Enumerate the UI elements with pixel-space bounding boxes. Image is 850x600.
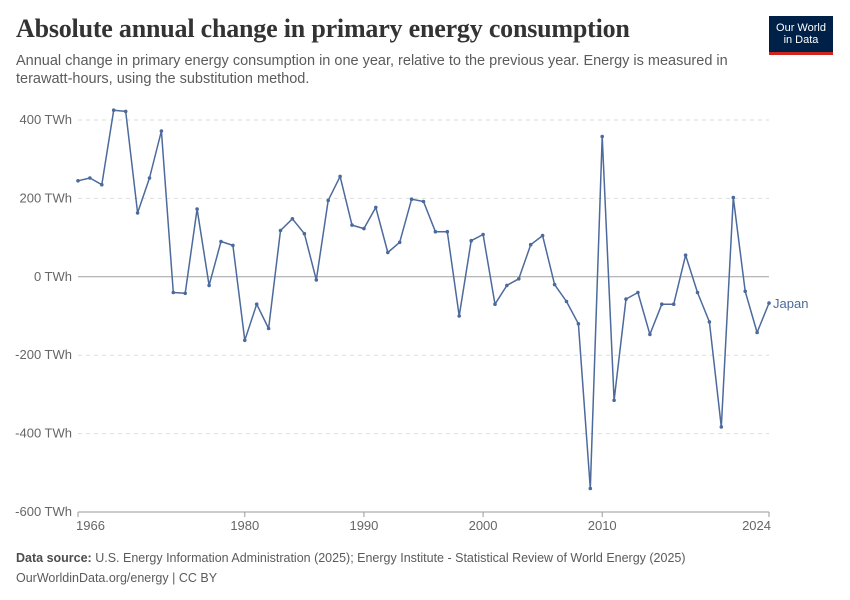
x-axis: 1966 1980 1990 2000 2010 2024 xyxy=(76,511,771,533)
y-axis-tick-labels: -600 TWh -400 TWh -200 TWh 0 TWh 200 TWh 400 … xyxy=(15,112,72,519)
data-point xyxy=(159,129,164,133)
data-point xyxy=(278,228,283,233)
data-point xyxy=(302,231,307,236)
data-point xyxy=(457,314,462,318)
y-tick-label: -600 TWh xyxy=(15,504,72,519)
data-point xyxy=(350,223,354,227)
data-point xyxy=(231,243,235,248)
owid-logo[interactable]: Our World in Data xyxy=(769,16,833,55)
data-point xyxy=(528,242,533,247)
data-point xyxy=(195,207,199,211)
data-point xyxy=(445,229,450,234)
footer-separator: | xyxy=(168,571,179,585)
data-point xyxy=(552,282,557,287)
data-point xyxy=(767,301,771,305)
data-point xyxy=(314,278,319,282)
data-point xyxy=(76,179,80,183)
data-point xyxy=(564,299,569,304)
data-point xyxy=(469,238,474,243)
data-point xyxy=(266,326,271,331)
data-point xyxy=(671,302,676,307)
data-point xyxy=(588,486,593,491)
data-point xyxy=(481,232,485,237)
data-point xyxy=(612,398,616,403)
x-tick-label: 2010 xyxy=(588,518,617,533)
data-point xyxy=(600,134,604,139)
data-point xyxy=(755,330,759,335)
y-tick-label: 0 TWh xyxy=(34,269,72,284)
data-point xyxy=(183,291,187,296)
data-point xyxy=(88,176,92,180)
data-point xyxy=(505,283,509,288)
x-tick-label: 1990 xyxy=(349,518,378,533)
data-point xyxy=(719,425,724,429)
data-point xyxy=(362,226,366,231)
data-point xyxy=(624,297,628,301)
data-point xyxy=(409,197,414,201)
series-label: Japan xyxy=(773,296,808,311)
owid-link[interactable]: OurWorldinData.org/energy xyxy=(16,571,169,585)
data-point xyxy=(683,253,688,257)
chart-footer: Data source: U.S. Energy Information Adm… xyxy=(16,548,686,588)
data-point xyxy=(135,211,140,215)
y-tick-label: 400 TWh xyxy=(19,112,72,127)
data-point xyxy=(397,240,402,245)
chart-subtitle: Annual change in primary energy consumpt… xyxy=(16,53,728,87)
data-point xyxy=(540,233,545,238)
data-point xyxy=(123,109,128,114)
x-tick-label: 1980 xyxy=(230,518,259,533)
data-point xyxy=(636,290,640,295)
x-tick-label: 2024 xyxy=(742,518,771,533)
data-point xyxy=(374,205,378,210)
data-point xyxy=(147,176,152,180)
y-tick-label: -400 TWh xyxy=(15,426,72,441)
data-point xyxy=(219,239,223,244)
data-point xyxy=(111,108,116,112)
data-point xyxy=(290,217,295,221)
data-point xyxy=(743,289,747,294)
data-point xyxy=(731,195,736,200)
data-point xyxy=(171,290,176,295)
data-source: Data source: U.S. Energy Information Adm… xyxy=(16,548,686,568)
data-point xyxy=(326,198,331,203)
data-point xyxy=(421,199,426,204)
license-link[interactable]: CC BY xyxy=(178,571,218,585)
x-tick-label: 2000 xyxy=(469,518,498,533)
data-point xyxy=(433,229,438,234)
data-point xyxy=(707,320,712,324)
data-point xyxy=(648,332,652,337)
chart-title: Absolute annual change in primary energy… xyxy=(16,14,630,43)
data-point xyxy=(517,277,521,281)
data-point xyxy=(100,182,104,187)
data-point xyxy=(338,174,342,179)
data-point xyxy=(386,250,390,255)
grid-lines xyxy=(78,119,769,513)
data-point xyxy=(660,302,664,307)
series-line xyxy=(77,109,770,490)
data-point xyxy=(254,302,259,307)
logo-line-2: in Data xyxy=(783,34,819,46)
data-source-text: U.S. Energy Information Administration (… xyxy=(95,551,686,565)
x-tick-label: 1966 xyxy=(76,518,105,533)
data-point xyxy=(207,283,211,288)
y-tick-label: -200 TWh xyxy=(15,347,72,362)
series-japan[interactable]: Japan xyxy=(76,108,808,491)
logo-line-1: Our World xyxy=(776,22,826,34)
y-tick-label: 200 TWh xyxy=(19,190,72,205)
data-point xyxy=(493,302,497,307)
data-point xyxy=(695,290,700,295)
footer-links: OurWorldinData.org/energy | CC BY xyxy=(16,568,686,588)
data-point xyxy=(576,322,581,326)
data-source-label: Data source: xyxy=(16,551,92,565)
data-point xyxy=(243,338,247,343)
